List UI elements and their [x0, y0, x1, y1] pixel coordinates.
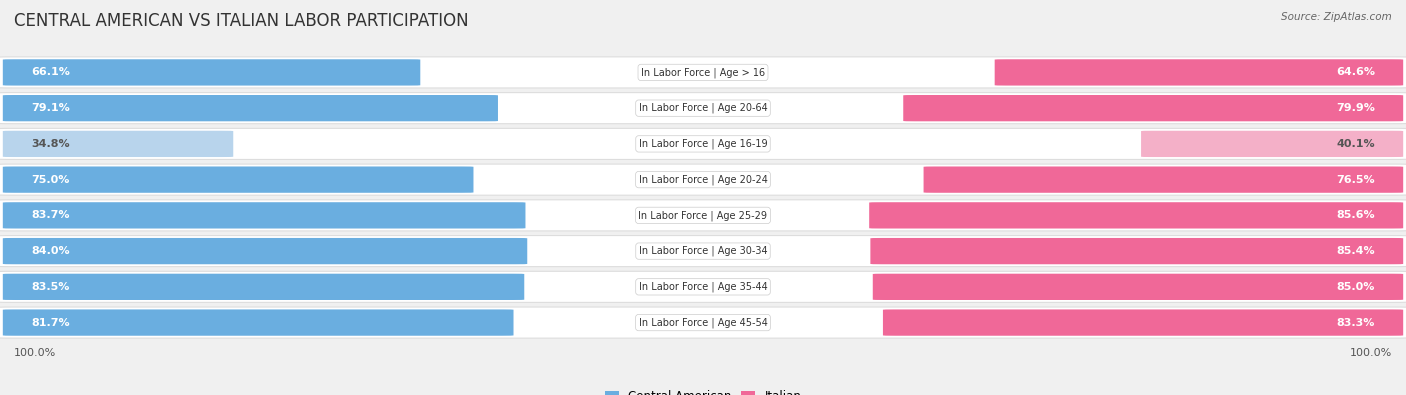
Legend: Central American, Italian: Central American, Italian: [600, 385, 806, 395]
Text: 83.7%: 83.7%: [31, 211, 69, 220]
Text: 79.1%: 79.1%: [31, 103, 70, 113]
FancyBboxPatch shape: [1142, 131, 1403, 157]
Text: 76.5%: 76.5%: [1337, 175, 1375, 184]
FancyBboxPatch shape: [0, 92, 1406, 124]
Text: 34.8%: 34.8%: [31, 139, 69, 149]
Text: 84.0%: 84.0%: [31, 246, 69, 256]
Text: In Labor Force | Age 35-44: In Labor Force | Age 35-44: [638, 282, 768, 292]
Text: 79.9%: 79.9%: [1336, 103, 1375, 113]
FancyBboxPatch shape: [994, 59, 1403, 86]
FancyBboxPatch shape: [0, 128, 1406, 160]
FancyBboxPatch shape: [0, 57, 1406, 88]
Text: CENTRAL AMERICAN VS ITALIAN LABOR PARTICIPATION: CENTRAL AMERICAN VS ITALIAN LABOR PARTIC…: [14, 12, 468, 30]
FancyBboxPatch shape: [3, 59, 420, 86]
Text: 100.0%: 100.0%: [1350, 348, 1392, 357]
Text: 83.5%: 83.5%: [31, 282, 69, 292]
Text: 66.1%: 66.1%: [31, 68, 70, 77]
FancyBboxPatch shape: [3, 274, 524, 300]
FancyBboxPatch shape: [0, 271, 1406, 303]
Text: In Labor Force | Age > 16: In Labor Force | Age > 16: [641, 67, 765, 78]
FancyBboxPatch shape: [3, 131, 233, 157]
Text: 64.6%: 64.6%: [1336, 68, 1375, 77]
FancyBboxPatch shape: [903, 95, 1403, 121]
FancyBboxPatch shape: [873, 274, 1403, 300]
FancyBboxPatch shape: [924, 166, 1403, 193]
FancyBboxPatch shape: [0, 235, 1406, 267]
FancyBboxPatch shape: [3, 202, 526, 229]
FancyBboxPatch shape: [870, 238, 1403, 264]
Text: 100.0%: 100.0%: [14, 348, 56, 357]
Text: 85.0%: 85.0%: [1337, 282, 1375, 292]
FancyBboxPatch shape: [883, 309, 1403, 336]
Text: In Labor Force | Age 45-54: In Labor Force | Age 45-54: [638, 317, 768, 328]
FancyBboxPatch shape: [3, 95, 498, 121]
Text: In Labor Force | Age 25-29: In Labor Force | Age 25-29: [638, 210, 768, 221]
Text: 85.6%: 85.6%: [1337, 211, 1375, 220]
Text: In Labor Force | Age 16-19: In Labor Force | Age 16-19: [638, 139, 768, 149]
FancyBboxPatch shape: [0, 307, 1406, 338]
Text: In Labor Force | Age 20-24: In Labor Force | Age 20-24: [638, 174, 768, 185]
Text: 83.3%: 83.3%: [1337, 318, 1375, 327]
Text: 85.4%: 85.4%: [1337, 246, 1375, 256]
Text: Source: ZipAtlas.com: Source: ZipAtlas.com: [1281, 12, 1392, 22]
Text: 75.0%: 75.0%: [31, 175, 69, 184]
FancyBboxPatch shape: [3, 166, 474, 193]
Text: 40.1%: 40.1%: [1337, 139, 1375, 149]
FancyBboxPatch shape: [0, 200, 1406, 231]
FancyBboxPatch shape: [3, 238, 527, 264]
Text: In Labor Force | Age 30-34: In Labor Force | Age 30-34: [638, 246, 768, 256]
FancyBboxPatch shape: [869, 202, 1403, 229]
FancyBboxPatch shape: [3, 309, 513, 336]
Text: 81.7%: 81.7%: [31, 318, 69, 327]
Text: In Labor Force | Age 20-64: In Labor Force | Age 20-64: [638, 103, 768, 113]
FancyBboxPatch shape: [0, 164, 1406, 195]
